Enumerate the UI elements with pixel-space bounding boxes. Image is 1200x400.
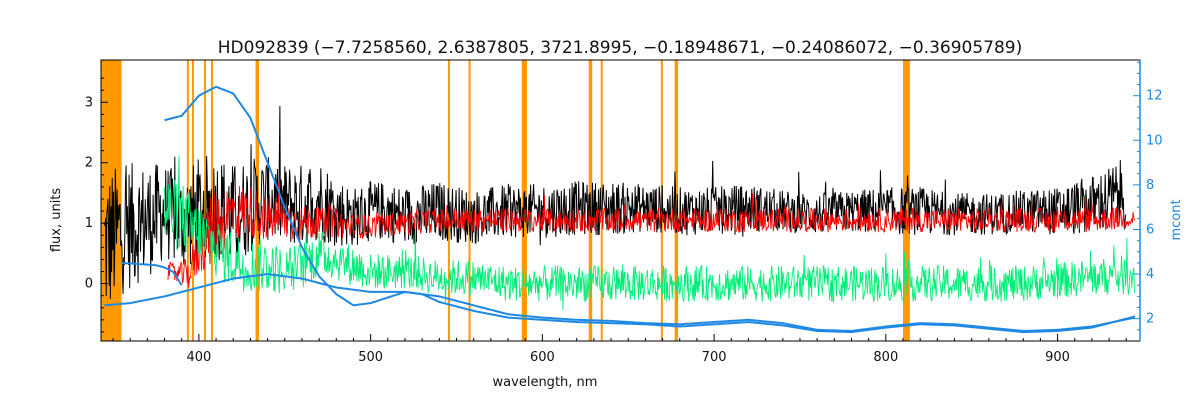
y2-tick-label-8: 8 — [1146, 178, 1154, 193]
series-layer — [103, 85, 1136, 334]
chart-title: HD092839 (−7.7258560, 2.6387805, 3721.89… — [218, 38, 1023, 58]
y2-tick-label-10: 10 — [1146, 133, 1163, 148]
y-axis-label: flux, units — [49, 188, 64, 253]
masked-region-3 — [204, 60, 207, 341]
x-tick-label-500: 500 — [358, 350, 383, 365]
x-tick-label-700: 700 — [702, 350, 727, 365]
x-tick-label-600: 600 — [530, 350, 555, 365]
y2-tick-label-6: 6 — [1146, 222, 1154, 237]
series-residual — [164, 155, 1135, 311]
y-tick-label-2: 2 — [85, 156, 93, 171]
series-mcont — [164, 85, 1136, 334]
series-mcont_blue_edge — [121, 261, 183, 286]
y2-tick-label-2: 2 — [1146, 312, 1154, 327]
y-tick-label-1: 1 — [85, 216, 93, 231]
x-axis-label: wavelength, nm — [493, 375, 598, 390]
y2-tick-label-4: 4 — [1146, 267, 1154, 282]
masked-region-10 — [600, 60, 603, 341]
y2-axis-label: mcont — [1169, 199, 1184, 240]
y-tick-label-3: 3 — [85, 95, 93, 110]
y-tick-label-0: 0 — [85, 277, 93, 292]
series-mcont_lower — [104, 273, 1135, 333]
x-tick-label-900: 900 — [1045, 350, 1070, 365]
x-tick-label-800: 800 — [873, 350, 898, 365]
masked-region-12 — [674, 60, 679, 341]
y2-tick-label-12: 12 — [1146, 89, 1163, 104]
masked-region-7 — [468, 60, 471, 341]
x-tick-label-400: 400 — [186, 350, 211, 365]
series-model — [167, 182, 1135, 288]
